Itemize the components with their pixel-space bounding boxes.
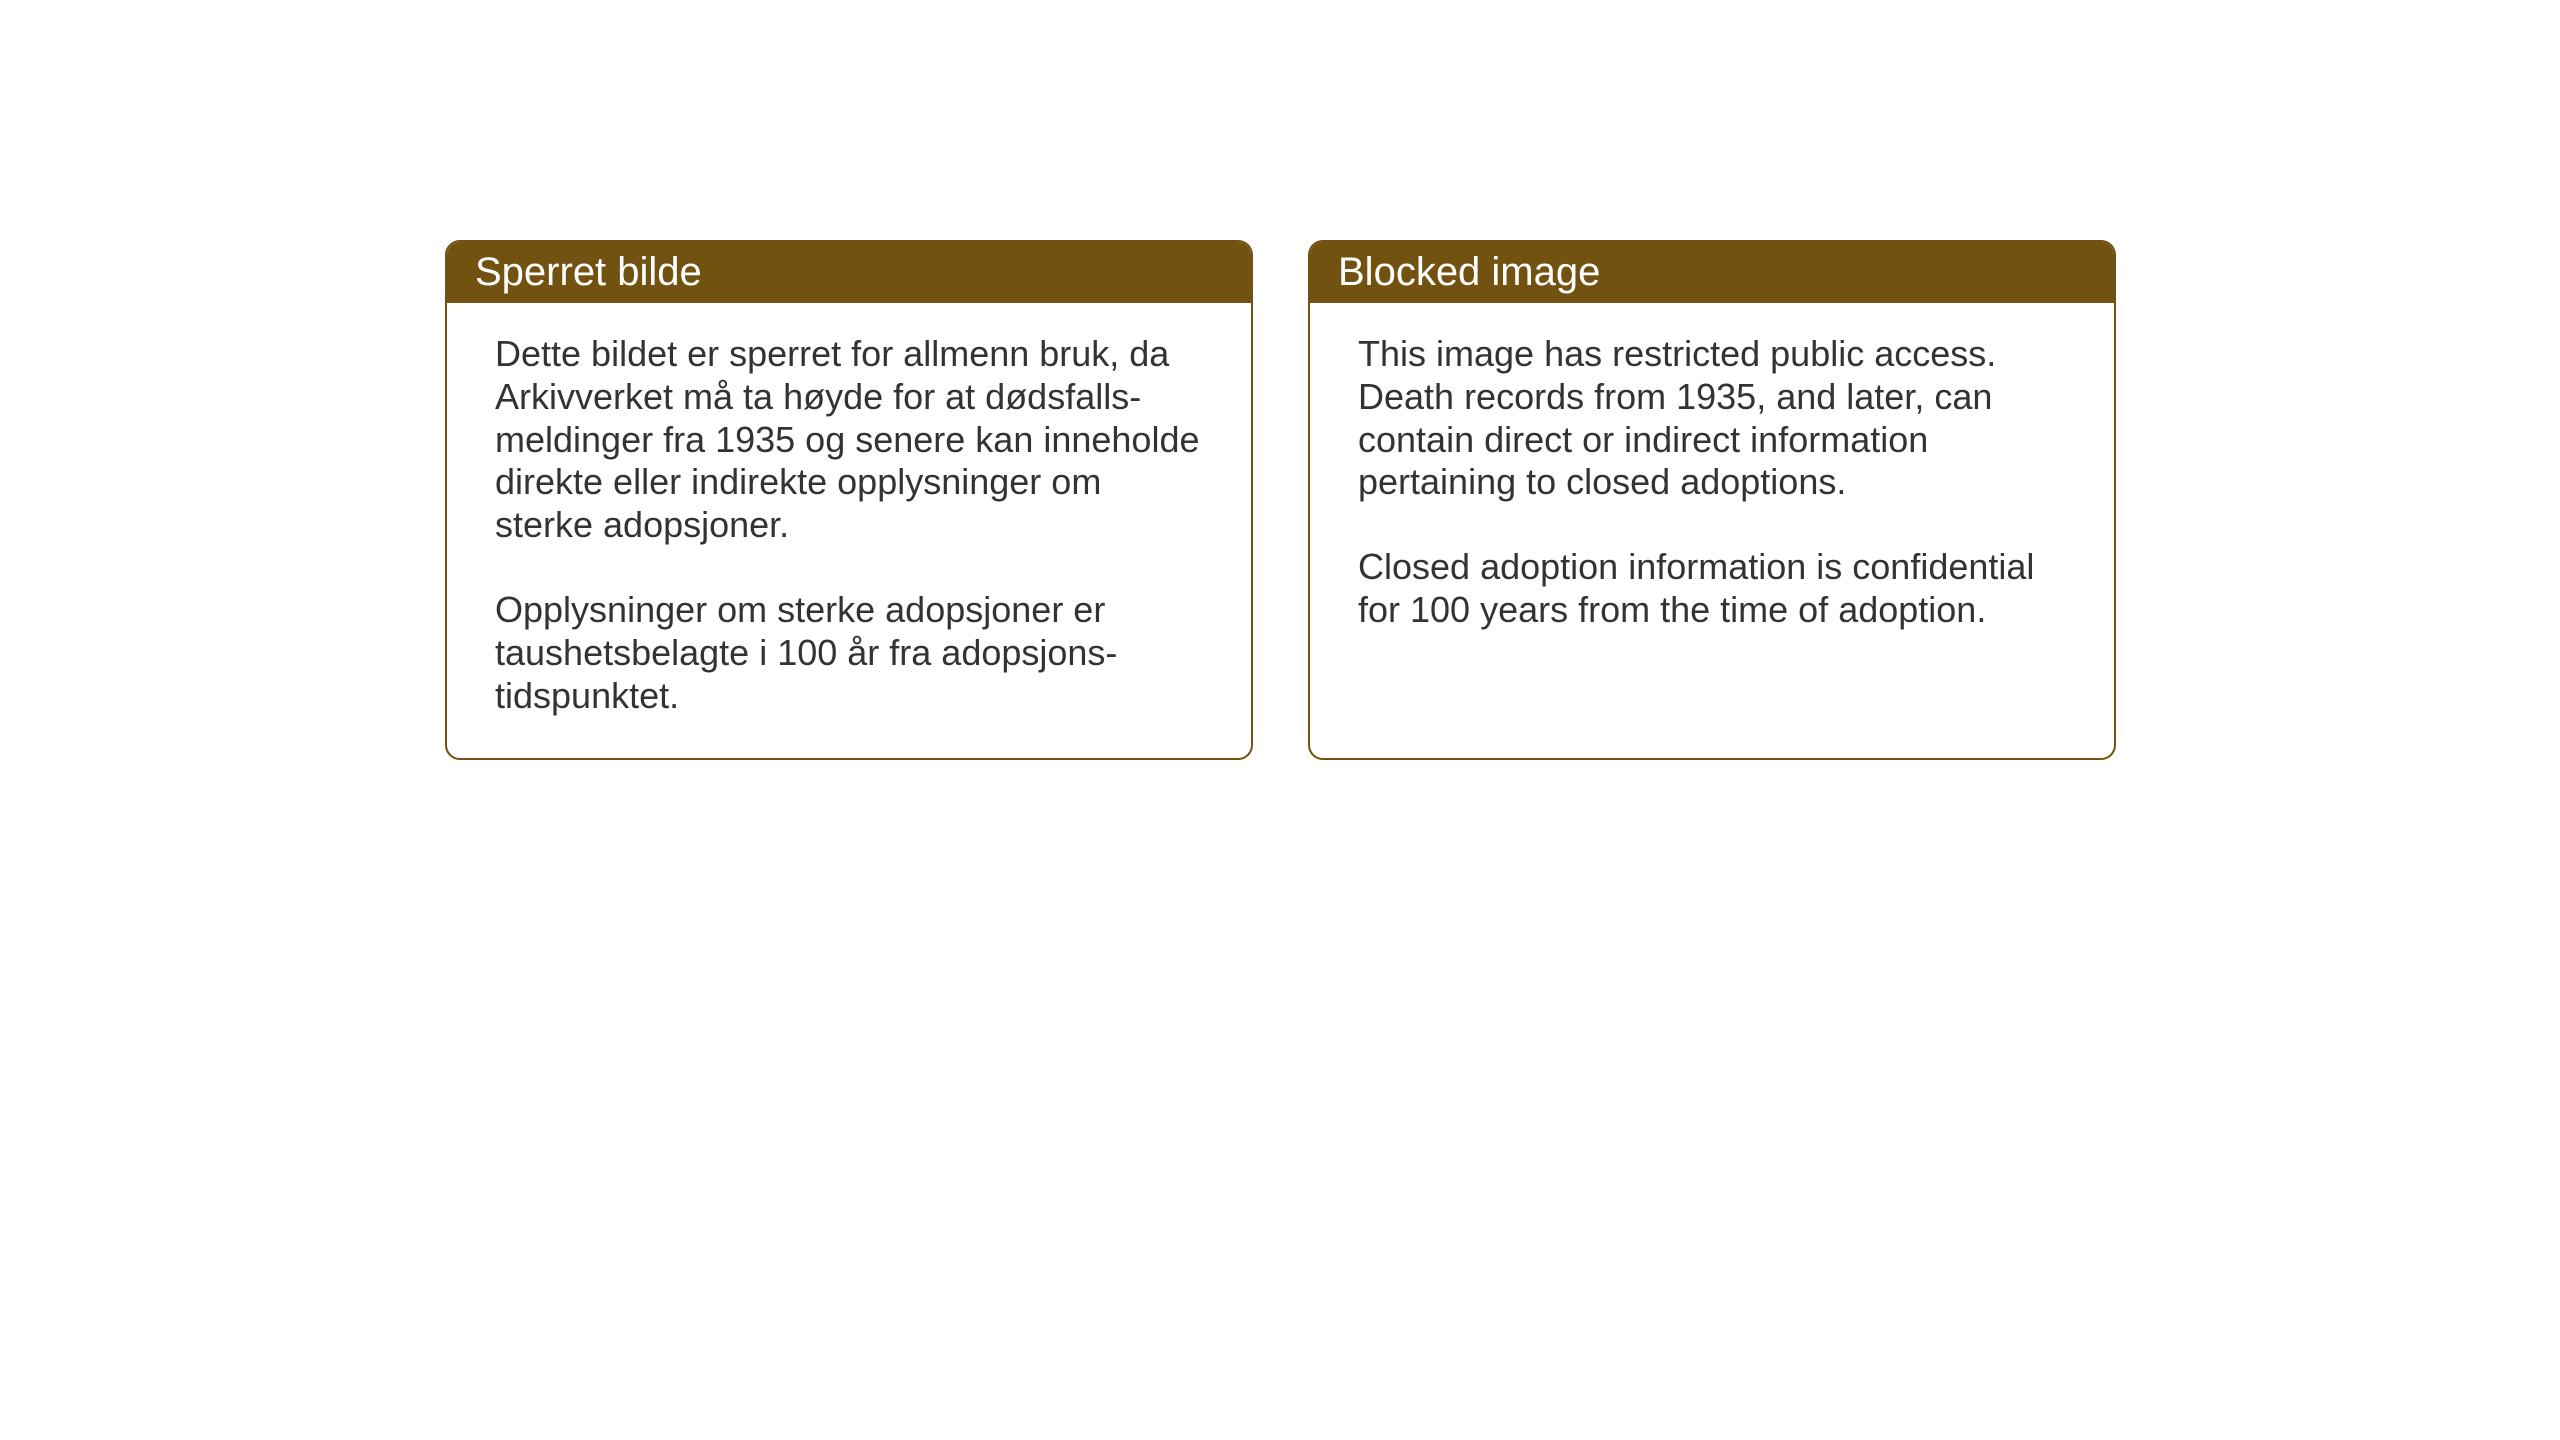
card-paragraph-2-english: Closed adoption information is confident… — [1358, 546, 2066, 632]
card-body-english: This image has restricted public access.… — [1310, 303, 2114, 733]
card-title-english: Blocked image — [1338, 250, 1600, 294]
card-header-norwegian: Sperret bilde — [447, 242, 1251, 303]
card-paragraph-1-english: This image has restricted public access.… — [1358, 333, 2066, 504]
card-title-norwegian: Sperret bilde — [475, 250, 702, 294]
card-paragraph-1-norwegian: Dette bildet er sperret for allmenn bruk… — [495, 333, 1203, 547]
card-body-norwegian: Dette bildet er sperret for allmenn bruk… — [447, 303, 1251, 758]
card-header-english: Blocked image — [1310, 242, 2114, 303]
notice-container: Sperret bilde Dette bildet er sperret fo… — [445, 240, 2116, 760]
notice-card-english: Blocked image This image has restricted … — [1308, 240, 2116, 760]
notice-card-norwegian: Sperret bilde Dette bildet er sperret fo… — [445, 240, 1253, 760]
card-paragraph-2-norwegian: Opplysninger om sterke adopsjoner er tau… — [495, 589, 1203, 717]
